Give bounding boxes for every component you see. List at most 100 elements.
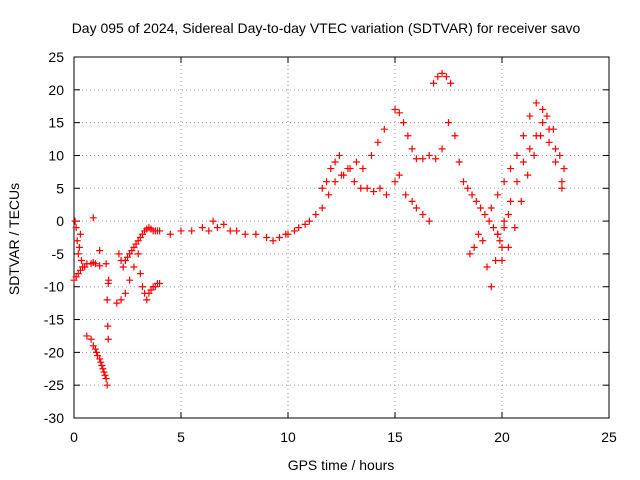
data-point: [83, 332, 91, 340]
data-point: [312, 211, 320, 219]
data-point: [507, 197, 515, 205]
data-point: [72, 224, 80, 232]
data-point: [177, 227, 185, 235]
data-point: [466, 250, 474, 258]
data-point: [408, 145, 416, 153]
data-point: [359, 165, 367, 173]
data-point: [487, 204, 495, 212]
data-point: [103, 296, 111, 304]
x-axis-label: GPS time / hours: [288, 457, 395, 473]
data-point: [241, 230, 249, 238]
data-point: [209, 217, 217, 225]
data-point: [470, 243, 478, 251]
data-point: [220, 220, 228, 228]
data-point: [404, 132, 412, 140]
data-point: [539, 106, 547, 114]
data-point: [352, 158, 360, 166]
data-point: [318, 204, 326, 212]
data-point: [143, 296, 151, 304]
data-point: [346, 165, 354, 173]
data-point: [75, 243, 83, 251]
series-late-rise-a: [487, 99, 566, 212]
data-point: [498, 256, 506, 264]
data-point: [269, 237, 277, 245]
data-point: [451, 132, 459, 140]
data-point: [233, 227, 241, 235]
data-point: [552, 158, 559, 166]
y-tick-label: 25: [48, 49, 64, 65]
data-point: [117, 296, 125, 304]
data-point: [543, 112, 551, 120]
data-point: [485, 217, 493, 225]
data-point: [119, 263, 127, 271]
data-point: [434, 73, 442, 81]
data-point: [479, 237, 487, 245]
data-point: [284, 230, 292, 238]
series-early-start: [70, 258, 110, 284]
data-point: [275, 234, 283, 241]
y-tick-label: 10: [48, 147, 64, 163]
data-point: [425, 217, 433, 225]
data-point: [513, 178, 521, 186]
data-point: [71, 217, 79, 225]
data-point: [549, 125, 557, 133]
series-afternoon-rise: [284, 165, 390, 238]
data-point: [327, 165, 335, 173]
data-point: [370, 188, 378, 196]
data-point: [92, 348, 100, 356]
data-point: [295, 224, 303, 232]
y-tick-label: -25: [44, 377, 64, 393]
data-point: [504, 211, 512, 219]
data-point: [432, 155, 440, 163]
data-point: [130, 263, 138, 271]
data-point: [526, 112, 534, 120]
series-midday-flat: [166, 217, 290, 245]
data-point: [121, 289, 129, 297]
data-point: [474, 230, 482, 238]
data-point: [419, 211, 427, 219]
data-point: [102, 260, 110, 268]
data-point: [468, 191, 476, 199]
data-point: [391, 178, 399, 186]
data-point: [532, 99, 540, 107]
data-point: [126, 276, 134, 284]
data-point: [517, 197, 525, 205]
y-tick-label: -20: [44, 344, 64, 360]
y-tick-label: 0: [56, 213, 64, 229]
y-tick-label: 20: [48, 82, 64, 98]
data-point: [483, 263, 491, 271]
data-point: [376, 184, 384, 192]
data-point: [100, 368, 108, 376]
series-early-spike: [71, 217, 85, 264]
data-point: [134, 250, 142, 258]
data-points: [70, 69, 568, 389]
data-point: [331, 178, 339, 186]
data-point: [156, 227, 164, 235]
data-point: [99, 365, 107, 373]
data-point: [96, 262, 104, 270]
data-point: [560, 165, 568, 173]
data-point: [89, 214, 97, 222]
data-point: [513, 151, 521, 159]
data-point: [382, 191, 390, 199]
data-point: [73, 237, 81, 245]
data-point: [76, 230, 84, 238]
data-point: [166, 230, 174, 238]
x-tick-label: 10: [280, 429, 296, 445]
data-point: [103, 381, 111, 389]
y-tick-label: -5: [52, 246, 65, 262]
data-point: [395, 171, 403, 179]
data-point: [380, 125, 388, 133]
data-point: [252, 230, 260, 238]
data-point: [98, 361, 106, 369]
data-point: [489, 224, 497, 232]
data-point: [367, 151, 375, 159]
data-point: [408, 197, 416, 205]
x-tick-label: 25: [601, 429, 617, 445]
data-point: [438, 145, 446, 153]
series-evening-mid: [391, 119, 459, 225]
series-late-rise-b: [494, 119, 566, 238]
y-tick-label: -15: [44, 312, 64, 328]
data-point: [97, 358, 105, 366]
